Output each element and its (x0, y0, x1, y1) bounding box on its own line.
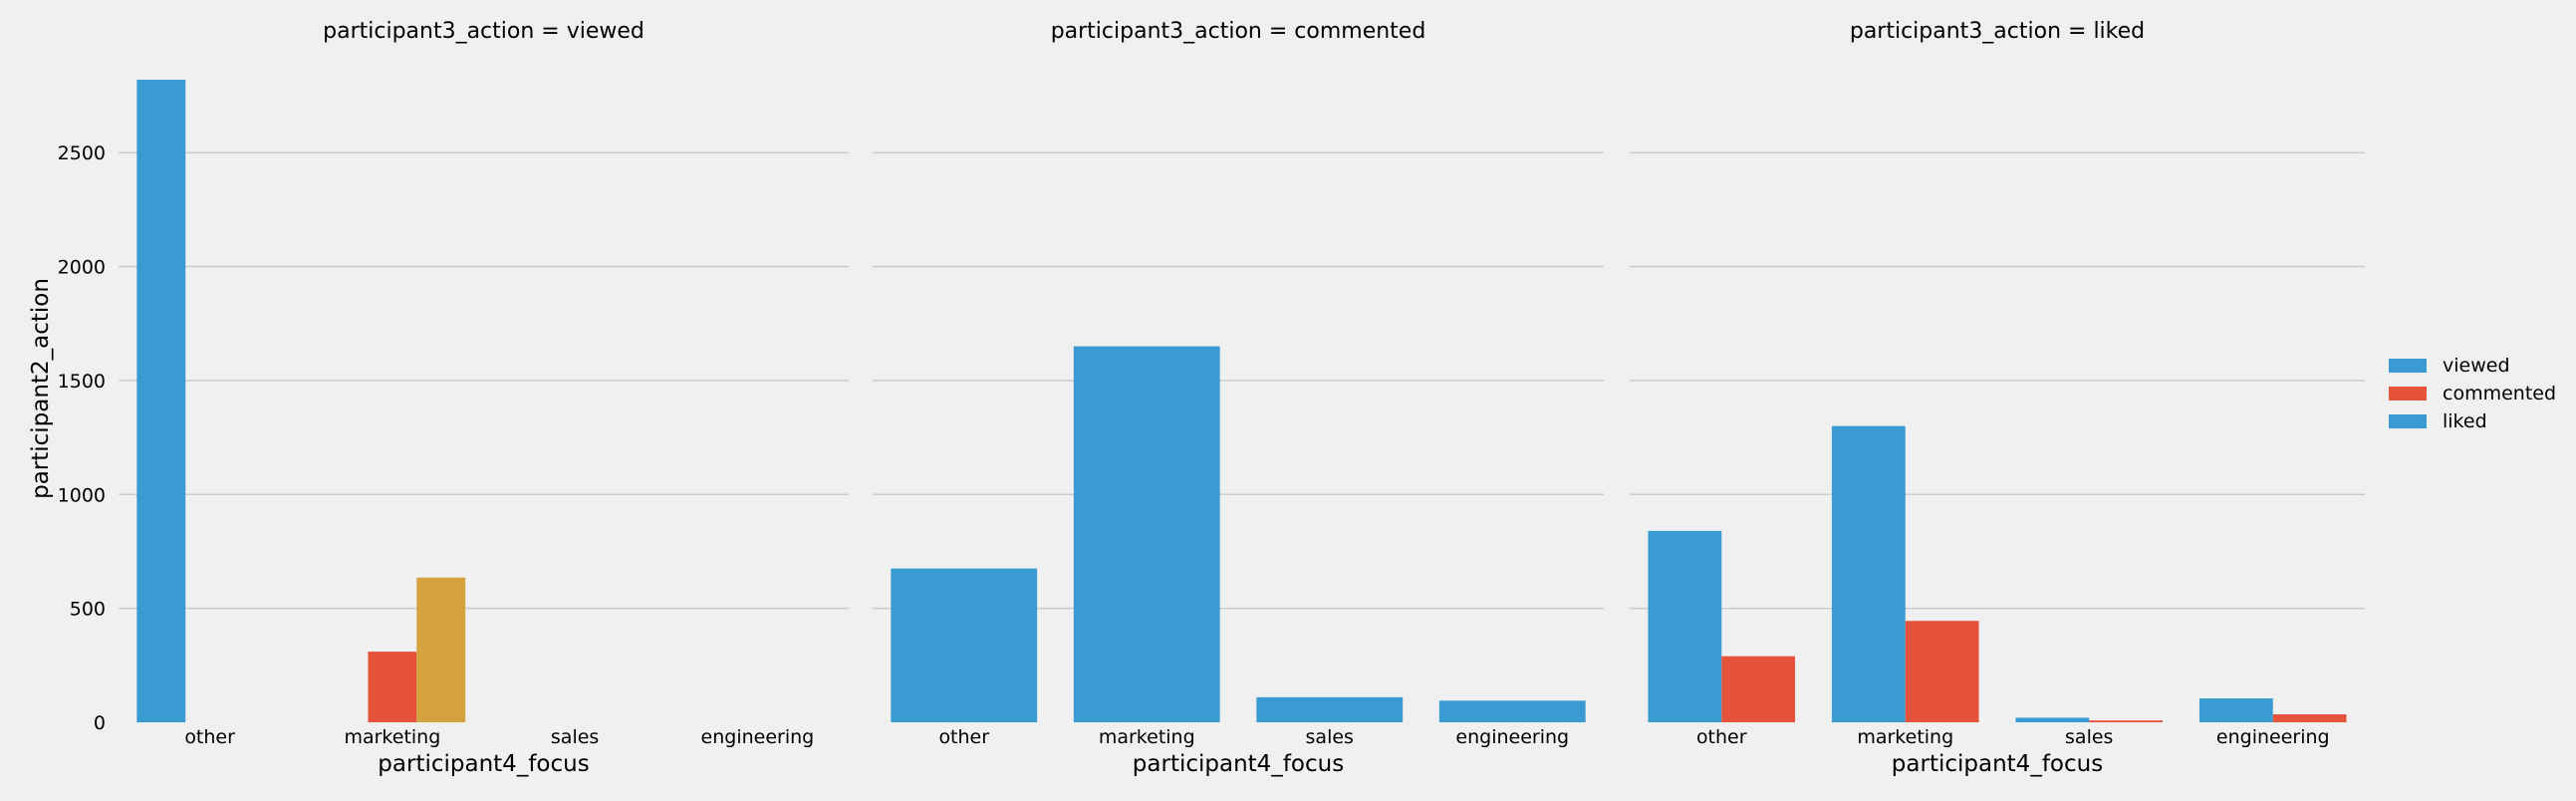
bar (2089, 720, 2164, 722)
bar (136, 80, 186, 722)
x-tick-label: marketing (1857, 726, 1953, 748)
x-tick-label: sales (1306, 726, 1354, 748)
x-axis-label: participant4_focus (1892, 751, 2103, 777)
bar (416, 577, 466, 722)
facet-title: participant3_action = commented (1051, 19, 1426, 44)
legend-swatch (2389, 414, 2427, 428)
x-tick-label: engineering (2216, 726, 2330, 748)
y-tick-label: 1500 (58, 371, 106, 393)
bar (1438, 700, 1586, 722)
y-axis-label: participant2_action (28, 278, 54, 499)
x-axis-label: participant4_focus (1133, 751, 1344, 777)
bar (891, 568, 1038, 722)
y-tick-label: 2500 (58, 142, 106, 164)
x-tick-label: sales (2065, 726, 2113, 748)
x-tick-label: engineering (1455, 726, 1569, 748)
legend-label: viewed (2443, 355, 2510, 377)
facet-title: participant3_action = viewed (323, 19, 644, 44)
bar (1831, 425, 1906, 722)
y-tick-label: 2000 (58, 257, 106, 279)
bar (2015, 717, 2090, 722)
x-axis-label: participant4_focus (378, 751, 589, 777)
bar (1648, 530, 1722, 722)
y-tick-label: 0 (94, 712, 106, 734)
bar (368, 652, 417, 722)
bar (1256, 696, 1404, 722)
bar (2272, 713, 2347, 722)
legend-swatch (2389, 387, 2427, 400)
x-tick-label: other (184, 726, 235, 748)
bar (1905, 621, 1979, 722)
bar (2198, 697, 2273, 722)
y-tick-label: 500 (70, 599, 106, 621)
legend-label: liked (2443, 410, 2487, 432)
x-tick-label: engineering (701, 726, 815, 748)
x-tick-label: marketing (344, 726, 440, 748)
x-tick-label: other (1696, 726, 1747, 748)
x-tick-label: other (938, 726, 989, 748)
legend-label: commented (2443, 383, 2556, 404)
bar (1721, 656, 1796, 722)
y-tick-label: 1000 (58, 484, 106, 506)
facet-title: participant3_action = liked (1850, 19, 2145, 44)
legend-swatch (2389, 359, 2427, 373)
bar (1073, 346, 1220, 722)
x-tick-label: sales (551, 726, 599, 748)
x-tick-label: marketing (1099, 726, 1195, 748)
